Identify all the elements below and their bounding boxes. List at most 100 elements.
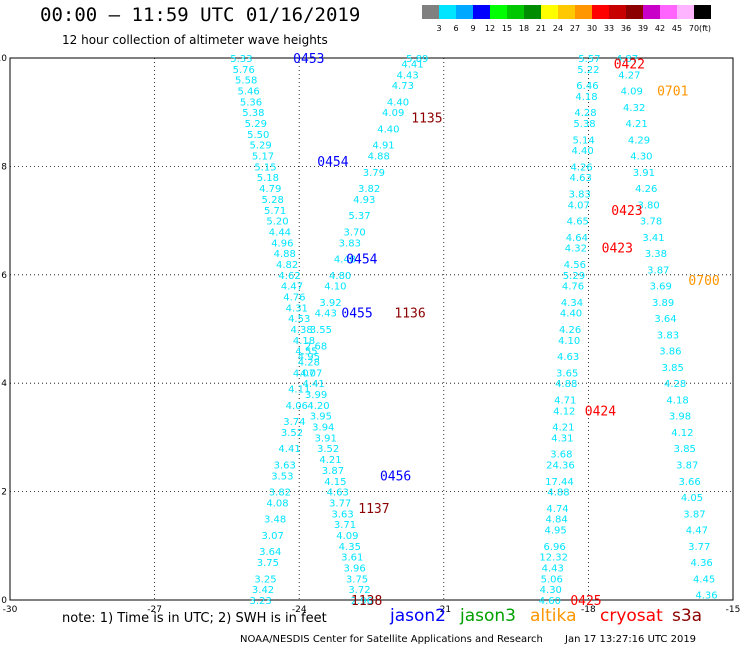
legend-swatch bbox=[643, 5, 660, 19]
swh-value: 3.23 bbox=[250, 596, 272, 607]
y-tick-label: 2 bbox=[1, 488, 7, 498]
swh-value: 3.91 bbox=[633, 168, 655, 179]
swh-value: 4.07 bbox=[568, 200, 590, 211]
swh-value: 3.48 bbox=[264, 515, 286, 526]
legend-swatch bbox=[609, 5, 626, 19]
swh-value: 4.80 bbox=[329, 271, 351, 282]
page-subtitle: 12 hour collection of altimeter wave hei… bbox=[62, 33, 328, 47]
legend-swatch bbox=[677, 5, 694, 19]
swh-value: 2.68 bbox=[305, 341, 327, 352]
swh-value: 4.18 bbox=[666, 395, 688, 406]
legend-label: 21 bbox=[535, 24, 547, 33]
swh-value: 4.12 bbox=[553, 406, 575, 417]
swh-value: 4.87 bbox=[616, 54, 638, 65]
swh-value: 24.36 bbox=[546, 461, 575, 472]
swh-value: 5.57 bbox=[578, 54, 600, 65]
swh-value: 4.76 bbox=[283, 292, 305, 303]
swh-value: 4.28 bbox=[664, 379, 686, 390]
swh-value: 5.29 bbox=[563, 271, 585, 282]
y-tick-label: 6 bbox=[1, 271, 7, 281]
swh-value: 4.93 bbox=[353, 195, 375, 206]
pass-time-label: 0455 bbox=[341, 307, 372, 322]
x-tick-label: -15 bbox=[726, 605, 740, 615]
legend-label: 70 bbox=[688, 24, 700, 33]
swh-value: 4.91 bbox=[372, 141, 394, 152]
pass-time-label: 0700 bbox=[688, 274, 719, 289]
swh-value: 4.79 bbox=[259, 184, 281, 195]
pass-time-label: 0456 bbox=[380, 469, 411, 484]
swh-value: 4.84 bbox=[545, 515, 567, 526]
swh-value: 4.65 bbox=[567, 217, 589, 228]
swh-value: 3.55 bbox=[310, 325, 332, 336]
x-tick-label: -30 bbox=[3, 605, 18, 615]
legend-swatch bbox=[490, 5, 507, 19]
swh-value: 5.46 bbox=[237, 87, 259, 98]
swh-value: 5.20 bbox=[266, 217, 288, 228]
legend-swatch bbox=[541, 5, 558, 19]
pass-time-label: 0423 bbox=[602, 242, 633, 257]
swh-value: 3.83 bbox=[339, 238, 361, 249]
swh-value: 4.21 bbox=[625, 119, 647, 130]
legend-label: 45 bbox=[671, 24, 683, 33]
swh-value: 4.20 bbox=[307, 401, 329, 412]
legend-swatch bbox=[558, 5, 575, 19]
swh-value: 4.40 bbox=[387, 97, 409, 108]
swh-value: 4.95 bbox=[298, 352, 320, 363]
mission-altika: altika bbox=[530, 606, 577, 626]
swh-value: 3.65 bbox=[556, 368, 578, 379]
swh-value: 4.88 bbox=[547, 488, 569, 499]
swh-value: 4.43 bbox=[397, 70, 419, 81]
swh-value: 3.71 bbox=[334, 520, 356, 531]
x-tick-label: -21 bbox=[436, 605, 451, 615]
swh-value: 4.36 bbox=[691, 558, 713, 569]
swh-value: 12.32 bbox=[539, 553, 568, 564]
swh-value: 4.31 bbox=[286, 303, 308, 314]
swh-value: 5.36 bbox=[240, 97, 262, 108]
swh-value: 4.40 bbox=[571, 146, 593, 157]
swh-value: 5.50 bbox=[247, 130, 269, 141]
swh-value: 3.96 bbox=[343, 563, 365, 574]
swh-value: 5.71 bbox=[264, 206, 286, 217]
swh-value: 4.43 bbox=[542, 563, 564, 574]
swh-value: 4.07 bbox=[300, 368, 322, 379]
swh-value: 3.64 bbox=[259, 547, 281, 558]
legend-label: 42 bbox=[654, 24, 666, 33]
swh-value: 5.37 bbox=[348, 211, 370, 222]
swh-value: 3.87 bbox=[683, 509, 705, 520]
swh-value: 4.18 bbox=[293, 336, 315, 347]
swh-value: 4.32 bbox=[565, 244, 587, 255]
legend-swatch bbox=[575, 5, 592, 19]
mission-cryosat: cryosat bbox=[600, 606, 663, 626]
swh-value: 5.89 bbox=[406, 54, 428, 65]
swh-value: 3.82 bbox=[358, 184, 380, 195]
swh-value: 3.61 bbox=[341, 553, 363, 564]
pass-time-label: 0454 bbox=[346, 253, 377, 268]
swh-value: 4.96 bbox=[271, 238, 293, 249]
swh-value: 3.89 bbox=[652, 298, 674, 309]
swh-value: 3.99 bbox=[305, 390, 327, 401]
swh-value: 4.40 bbox=[377, 124, 399, 135]
swh-value: 4.63 bbox=[570, 173, 592, 184]
swh-value: 4.07 bbox=[293, 368, 315, 379]
legend-label: 18 bbox=[518, 24, 530, 33]
mission-jason2: jason2 bbox=[390, 606, 446, 626]
swh-value: 4.73 bbox=[392, 81, 414, 92]
swh-value: 4.76 bbox=[562, 282, 584, 293]
legend-unit: (ft) bbox=[698, 24, 712, 33]
mission-jason3: jason3 bbox=[460, 606, 516, 626]
swh-value: 4.32 bbox=[623, 103, 645, 114]
swh-value: 4.28 bbox=[298, 358, 320, 369]
swh-value: 3.75 bbox=[257, 558, 279, 569]
swh-value: 4.48 bbox=[334, 255, 356, 266]
swh-value: 4.38 bbox=[290, 325, 312, 336]
swh-value: 3.72 bbox=[348, 585, 370, 596]
legend-swatch bbox=[422, 5, 439, 19]
swh-value: 4.45 bbox=[693, 574, 715, 585]
swh-value: 4.26 bbox=[635, 184, 657, 195]
swh-value: 3.42 bbox=[252, 585, 274, 596]
swh-value: 5.58 bbox=[235, 76, 257, 87]
swh-value: 4.30 bbox=[540, 585, 562, 596]
swh-value: 3.98 bbox=[669, 412, 691, 423]
y-tick-label: 8 bbox=[1, 162, 7, 172]
pass-time-label: 1135 bbox=[411, 112, 442, 127]
